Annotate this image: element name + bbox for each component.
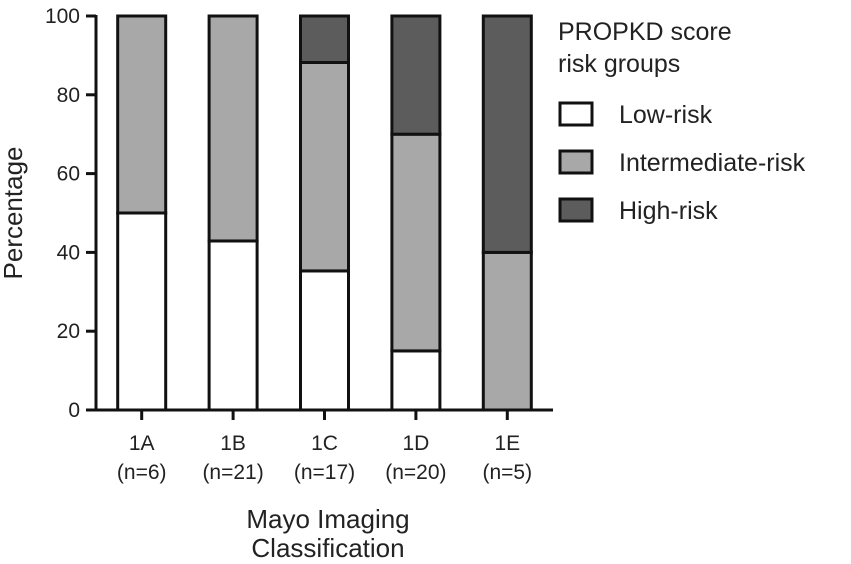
- bar-segment-1c-intermediate-risk: [299, 60, 350, 273]
- bar-segment-1b-intermediate-risk: [207, 14, 259, 243]
- y-tick-label: 60: [57, 163, 80, 186]
- x-axis-title-line1: Mayo Imaging: [246, 504, 409, 534]
- bar-segment-1e-high-risk: [481, 14, 533, 254]
- x-category-count: (n=5): [482, 461, 532, 484]
- y-tick-label: 100: [45, 5, 80, 28]
- y-tick-label: 80: [57, 84, 80, 107]
- x-axis-title-line2: Classification: [251, 533, 404, 563]
- bar-segment-1e-intermediate-risk: [481, 250, 533, 412]
- x-category-label: 1C: [311, 432, 338, 455]
- legend-swatch-high-risk: [558, 197, 594, 223]
- x-category-count: (n=21): [202, 461, 263, 484]
- bar-segment-1d-high-risk: [390, 14, 442, 136]
- x-category-label: 1B: [220, 432, 246, 455]
- bar-segment-1b-low-risk: [207, 239, 259, 412]
- x-labels-layer: 1A (n=6) 1B (n=21) 1C (n=17) 1D (n=20) 1E (n=5): [117, 410, 532, 484]
- legend-title-line1: PROPKD score: [558, 18, 732, 46]
- legend-label: High-risk: [619, 197, 718, 225]
- legend-title-line2: risk groups: [558, 50, 680, 78]
- legend-items: Low-risk Intermediate-risk High-risk: [558, 101, 806, 225]
- bar-segment-1d-intermediate-risk: [390, 132, 442, 353]
- legend-label: Intermediate-risk: [619, 149, 806, 177]
- y-tick-label: 40: [57, 241, 80, 264]
- x-category-count: (n=17): [294, 461, 355, 484]
- bar-segment-1a-intermediate-risk: [116, 14, 168, 215]
- legend-label: Low-risk: [619, 101, 713, 129]
- x-category-label: 1E: [494, 432, 520, 455]
- x-category-count: (n=20): [385, 461, 446, 484]
- legend: PROPKD score risk groups Low-risk Interme…: [558, 18, 806, 225]
- x-category-label: 1A: [129, 432, 155, 455]
- bar-segment-1c-high-risk: [299, 14, 350, 64]
- x-category-label: 1D: [402, 432, 429, 455]
- y-ticks-layer: 0 20 40 60 80 100: [45, 5, 96, 422]
- legend-swatch-intermediate-risk: [558, 149, 594, 175]
- bar-segment-1c-low-risk: [299, 269, 350, 412]
- x-category-count: (n=6): [117, 461, 167, 484]
- y-tick-label: 20: [57, 320, 80, 343]
- y-tick-label: 0: [68, 399, 80, 422]
- bar-segment-1a-low-risk: [116, 211, 168, 412]
- bar-segment-1d-low-risk: [390, 349, 442, 412]
- y-axis-title: Percentage: [0, 147, 28, 280]
- bars-layer: [116, 14, 533, 412]
- legend-swatch-low-risk: [558, 101, 594, 127]
